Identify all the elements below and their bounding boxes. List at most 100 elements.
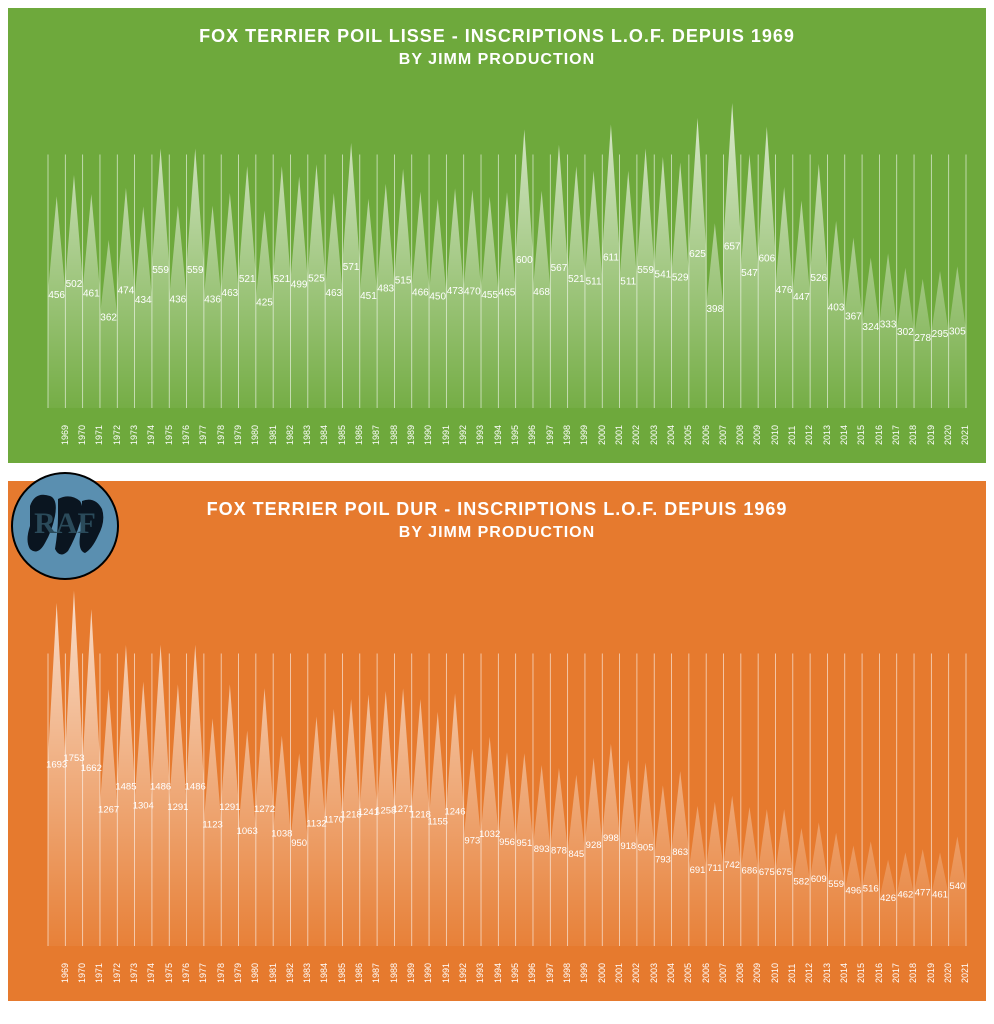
xaxis-year-label: 1983: [302, 963, 312, 983]
xaxis-year-label: 1970: [77, 425, 87, 445]
xaxis-year-label: 2006: [701, 425, 711, 445]
xaxis-year-label: 1990: [423, 425, 433, 445]
xaxis-year-label: 2002: [631, 425, 641, 445]
xaxis-year-label: 1991: [441, 963, 451, 983]
bar-value-label: 571: [343, 262, 360, 273]
xaxis-year-label: 2016: [874, 963, 884, 983]
bar-value-label: 600: [516, 255, 533, 266]
xaxis-year-label: 2010: [770, 425, 780, 445]
xaxis-year-label: 1986: [354, 425, 364, 445]
bar-value-label: 905: [638, 843, 654, 854]
chart-poil-dur: FOX TERRIER POIL DUR - INSCRIPTIONS L.O.…: [8, 481, 986, 1001]
xaxis-year-label: 2001: [614, 963, 624, 983]
xaxis-year-label: 2004: [666, 425, 676, 445]
xaxis-year-label: 1975: [164, 425, 174, 445]
bar-value-label: 436: [170, 295, 187, 306]
bar-value-label: 582: [794, 877, 810, 888]
bar-value-label: 324: [862, 322, 879, 333]
xaxis-year-label: 1980: [250, 963, 260, 983]
bar-value-label: 455: [481, 290, 498, 301]
xaxis-year-label: 1972: [112, 425, 122, 445]
xaxis-year-label: 1976: [181, 963, 191, 983]
bar-value-label: 657: [724, 241, 741, 252]
bar-value-label: 1291: [167, 802, 188, 813]
xaxis-year-label: 2000: [597, 425, 607, 445]
xaxis-year-label: 2001: [614, 425, 624, 445]
xaxis-year-label: 1982: [285, 963, 295, 983]
chart1-xaxis: 1969197019711972197319741975197619771978…: [48, 411, 966, 451]
xaxis-year-label: 2008: [735, 963, 745, 983]
xaxis-year-label: 2021: [960, 425, 970, 445]
bar-value-label: 711: [707, 863, 722, 874]
bar-value-label: 625: [689, 249, 706, 260]
xaxis-year-label: 2008: [735, 425, 745, 445]
bar-value-label: 1038: [271, 829, 292, 840]
xaxis-year-label: 1996: [527, 963, 537, 983]
chart2-svg: 1693175316621267148513041486129114861123…: [48, 571, 966, 946]
xaxis-year-label: 1973: [129, 963, 139, 983]
xaxis-year-label: 2018: [908, 425, 918, 445]
xaxis-year-label: 2012: [804, 425, 814, 445]
xaxis-year-label: 1977: [198, 963, 208, 983]
xaxis-year-label: 1978: [216, 963, 226, 983]
bar-value-label: 367: [845, 311, 862, 322]
xaxis-year-label: 1972: [112, 963, 122, 983]
bar-value-label: 305: [949, 326, 966, 337]
xaxis-year-label: 2002: [631, 963, 641, 983]
bar-value-label: 499: [291, 280, 308, 291]
bar-value-label: 463: [222, 288, 239, 299]
bar-value-label: 1291: [219, 802, 240, 813]
bar-value-label: 461: [932, 889, 948, 900]
xaxis-year-label: 2020: [943, 425, 953, 445]
bar-value-label: 611: [603, 252, 619, 263]
bar-value-label: 462: [897, 889, 913, 900]
bar-value-label: 950: [291, 838, 307, 849]
bar-value-label: 567: [551, 263, 568, 274]
chart1-title-line2: BY JIMM PRODUCTION: [8, 51, 986, 69]
bar-value-label: 511: [586, 277, 602, 288]
xaxis-year-label: 2017: [891, 963, 901, 983]
bar-value-label: 956: [499, 837, 515, 848]
bar-value-label: 450: [429, 291, 446, 302]
bar-value-label: 1272: [254, 804, 275, 815]
xaxis-year-label: 1984: [319, 425, 329, 445]
bar-value-label: 477: [915, 888, 931, 899]
xaxis-year-label: 1992: [458, 425, 468, 445]
bar-value-label: 1662: [81, 763, 102, 774]
bar-value-label: 691: [690, 865, 706, 876]
xaxis-year-label: 1979: [233, 963, 243, 983]
bar-value-label: 470: [464, 287, 481, 298]
xaxis-year-label: 1988: [389, 963, 399, 983]
xaxis-year-label: 1977: [198, 425, 208, 445]
xaxis-year-label: 2014: [839, 425, 849, 445]
xaxis-year-label: 1997: [545, 425, 555, 445]
chart-poil-lisse: FOX TERRIER POIL LISSE - INSCRIPTIONS L.…: [8, 8, 986, 463]
bar-value-label: 1486: [185, 781, 206, 792]
bar-value-label: 559: [637, 265, 654, 276]
bar-value-label: 526: [810, 273, 827, 284]
bar-value-label: 516: [863, 884, 879, 895]
xaxis-year-label: 2005: [683, 963, 693, 983]
bar-value-label: 893: [534, 844, 550, 855]
bar-value-label: 461: [83, 289, 100, 300]
bar-value-label: 675: [759, 867, 775, 878]
bar-value-label: 559: [152, 265, 169, 276]
xaxis-year-label: 1991: [441, 425, 451, 445]
xaxis-year-label: 2000: [597, 963, 607, 983]
xaxis-year-label: 1981: [268, 963, 278, 983]
bar-value-label: 973: [464, 835, 480, 846]
bar-value-label: 686: [742, 866, 758, 877]
xaxis-year-label: 1974: [146, 425, 156, 445]
bar-value-label: 466: [412, 287, 429, 298]
xaxis-year-label: 2017: [891, 425, 901, 445]
bar-value-label: 425: [256, 297, 273, 308]
xaxis-year-label: 2003: [649, 963, 659, 983]
xaxis-year-label: 1971: [94, 963, 104, 983]
xaxis-year-label: 2009: [752, 425, 762, 445]
bar-value-label: 1485: [115, 781, 136, 792]
xaxis-year-label: 2010: [770, 963, 780, 983]
bar-value-label: 998: [603, 833, 619, 844]
xaxis-year-label: 2015: [856, 963, 866, 983]
bar-value-label: 863: [672, 847, 688, 858]
chart1-title-line1: FOX TERRIER POIL LISSE - INSCRIPTIONS L.…: [8, 26, 986, 47]
